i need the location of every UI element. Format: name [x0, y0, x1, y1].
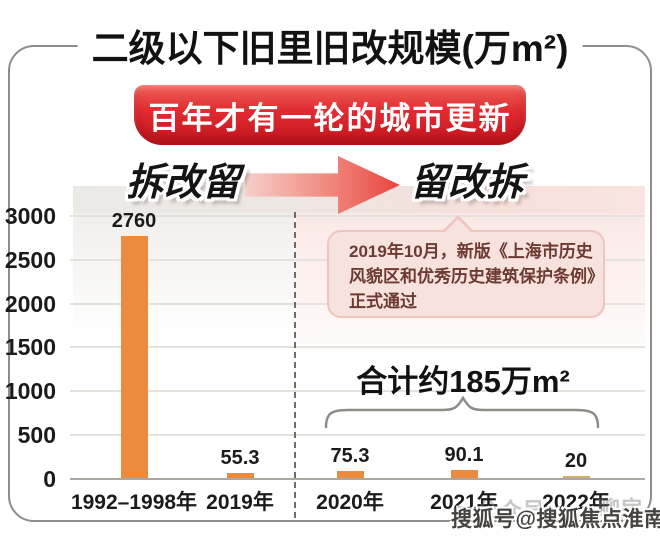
bar: [451, 470, 478, 478]
gridline: [70, 434, 645, 437]
total-annotation: 合计约185万m²: [356, 364, 570, 399]
callout-bubble: 2019年10月，新版《上海市历史 风貌区和优秀历史建筑保护条例》 正式通过: [327, 215, 605, 318]
period-divider-dashed-line: [294, 212, 296, 518]
bar-value-label: 20: [564, 450, 588, 472]
gridline: [70, 214, 645, 217]
y-axis-tick-label: 0: [43, 466, 56, 492]
gridline: [70, 390, 645, 393]
bar-value-label: 55.3: [220, 447, 260, 470]
x-axis-category-label: 1992–1998年: [70, 491, 198, 514]
era-label-demolish-first: 拆改留: [125, 162, 241, 204]
x-axis-category-label: 2019年: [206, 491, 274, 514]
bar: [337, 471, 364, 478]
curly-brace: [324, 396, 600, 429]
y-axis-tick-label: 2500: [4, 246, 56, 273]
x-axis-category-label: 2022年: [542, 491, 610, 514]
callout-line-1: 2019年10月，新版《上海市历史: [349, 242, 593, 261]
banner-label: 百年才有一轮的城市更新: [148, 100, 512, 136]
y-axis-tick-label: 1500: [4, 334, 56, 361]
y-axis-tick-label: 2000: [4, 290, 56, 317]
watermark-faint-right: 聊房: [597, 496, 643, 522]
watermark-sohu: 搜狐号@搜狐焦点淮南站: [451, 508, 660, 531]
callout-line-2: 风貌区和优秀历史建筑保护条例》: [349, 267, 604, 286]
bar: [227, 473, 254, 478]
callout-line-3: 正式通过: [349, 292, 417, 311]
bar-value-label: 75.3: [330, 445, 370, 468]
x-axis-category-label: 2021年: [430, 491, 498, 514]
y-axis-tick-label: 3000: [4, 202, 56, 229]
bar: [563, 476, 590, 478]
gridline: [70, 346, 645, 349]
red-ribbon-banner: 百年才有一轮的城市更新: [134, 85, 526, 145]
bar-value-label: 90.1: [444, 444, 484, 467]
page-title: 二级以下旧里旧改规模(万m²): [77, 25, 583, 73]
x-axis-category-label: 2020年: [316, 491, 384, 514]
watermark-faint-left: 公众号: [476, 498, 545, 524]
bar: [121, 235, 148, 478]
y-axis-tick-label: 1000: [4, 378, 56, 405]
y-axis-tick-label: 500: [17, 422, 56, 449]
x-axis-line: [70, 478, 645, 480]
bar-value-label: 2760: [111, 209, 157, 232]
left-background-fade: [73, 213, 294, 343]
era-label-preserve-first: 留改拆: [409, 162, 525, 204]
